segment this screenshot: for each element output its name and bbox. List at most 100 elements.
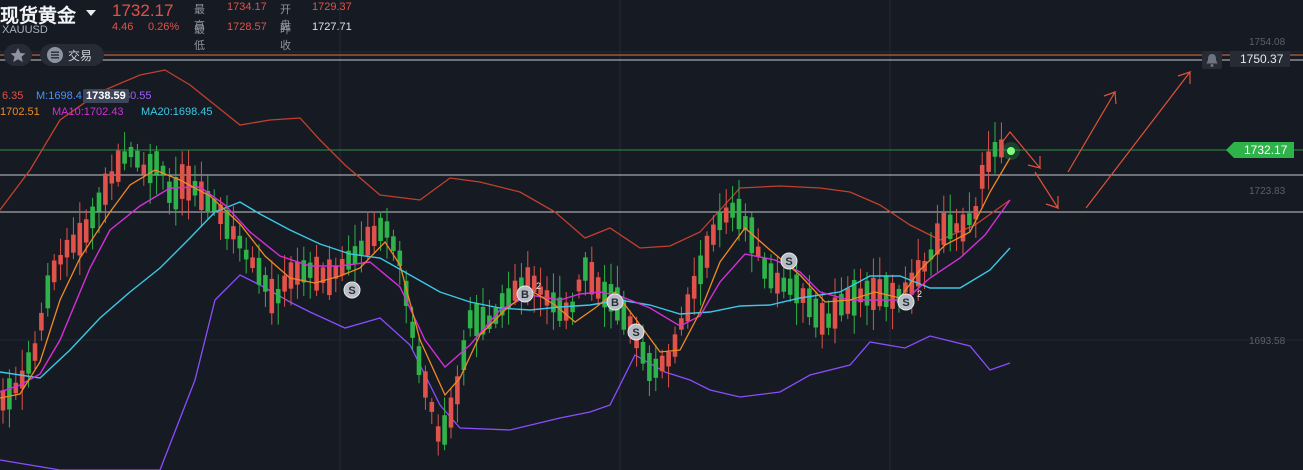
- candle: [141, 164, 147, 175]
- candle: [794, 274, 799, 304]
- candle: [45, 275, 51, 309]
- candle: [768, 263, 774, 289]
- boll-lower-value: 30.55: [124, 90, 152, 102]
- candle: [531, 275, 537, 293]
- candle: [563, 302, 569, 321]
- candle: [365, 226, 371, 256]
- candle: [807, 288, 812, 318]
- candle: [839, 293, 844, 316]
- candle: [730, 202, 735, 218]
- prev-close-value: 1727.71: [312, 21, 352, 33]
- candle: [211, 198, 217, 212]
- candle: [103, 173, 108, 205]
- candle: [320, 267, 326, 284]
- candle: [621, 299, 627, 330]
- candle: [442, 415, 447, 445]
- prev-close-label: 昨收: [280, 23, 291, 52]
- candle: [672, 334, 678, 357]
- signal-marker-label: S: [902, 297, 909, 309]
- candle: [947, 214, 953, 239]
- candle: [135, 150, 140, 168]
- candle: [26, 352, 31, 374]
- candle: [314, 256, 319, 291]
- axis-tick: 1754.08: [1249, 37, 1286, 48]
- candle: [173, 176, 179, 210]
- candle: [13, 382, 19, 394]
- favorite-button[interactable]: [4, 44, 32, 66]
- candle: [845, 287, 851, 314]
- symbol-code: XAUUSD: [2, 24, 48, 36]
- ma10-value: MA10:1702.43: [52, 106, 124, 118]
- signal-marker-label: B: [521, 289, 529, 301]
- low-label: 最低: [194, 23, 205, 52]
- candle: [512, 280, 518, 301]
- trade-label[interactable]: 交易: [68, 49, 93, 63]
- candle: [333, 265, 339, 279]
- candle: [858, 288, 863, 303]
- candle: [0, 390, 6, 411]
- candle: [147, 154, 153, 184]
- candle: [378, 217, 383, 242]
- candle: [448, 397, 454, 428]
- high-label: 最高: [194, 3, 205, 32]
- bell-icon[interactable]: [1202, 51, 1222, 69]
- candle: [679, 318, 684, 330]
- signal-marker: [516, 285, 534, 303]
- candle: [301, 260, 307, 283]
- current-price-tag: 1732.17: [1225, 142, 1295, 158]
- candle: [813, 298, 819, 328]
- candle: [896, 288, 902, 303]
- candle: [224, 210, 230, 239]
- open-value: 1729.37: [312, 1, 352, 13]
- candle: [109, 171, 115, 184]
- candle: [864, 280, 870, 306]
- last-price: 1732.17: [112, 1, 174, 20]
- candle: [775, 272, 780, 294]
- candle: [666, 351, 671, 367]
- bollinger-bands: [0, 69, 1011, 470]
- candle: [819, 303, 825, 335]
- ma20-line: [0, 201, 1011, 379]
- ma20-value: MA20:1698.45: [141, 106, 213, 118]
- trend-arrow: [1034, 171, 1060, 210]
- candle: [205, 190, 211, 213]
- boll-upper-value: 6.35: [2, 90, 24, 102]
- candle: [371, 225, 377, 247]
- boll-lower-line: [0, 274, 1011, 470]
- ma5-value: 1702.51: [0, 106, 40, 118]
- candle: [429, 401, 435, 412]
- price-change-pct: 0.26%: [148, 21, 180, 33]
- signal-marker-count: 2: [536, 281, 541, 291]
- candle: [435, 426, 441, 442]
- candle: [583, 257, 588, 281]
- candle: [416, 346, 422, 376]
- candle: [403, 280, 409, 307]
- candle: [698, 255, 703, 285]
- trend-drawings: [999, 70, 1192, 210]
- signal-marker-label: S: [632, 327, 639, 339]
- trade-button[interactable]: [40, 44, 104, 66]
- star-icon: [10, 48, 26, 62]
- candle: [736, 198, 742, 230]
- candle: [154, 151, 159, 175]
- candle: [954, 223, 959, 233]
- candle: [307, 262, 313, 278]
- candle: [871, 277, 876, 311]
- candle: [250, 257, 255, 269]
- signal-marker: [780, 252, 798, 270]
- chevron-down-icon[interactable]: [86, 10, 96, 16]
- boll-mid-value: M:1698.4: [36, 90, 82, 102]
- trend-arrow: [1085, 70, 1192, 209]
- candle: [128, 146, 134, 158]
- candle: [723, 207, 729, 223]
- symbol-name[interactable]: 现货黄金: [0, 5, 77, 27]
- candle: [634, 335, 639, 349]
- price-alert-tag[interactable]: 1750.37: [1230, 51, 1291, 67]
- candle: [909, 272, 915, 295]
- signal-marker-label: B: [611, 297, 619, 309]
- candle: [122, 151, 127, 164]
- candle: [275, 288, 281, 304]
- candle: [64, 239, 70, 258]
